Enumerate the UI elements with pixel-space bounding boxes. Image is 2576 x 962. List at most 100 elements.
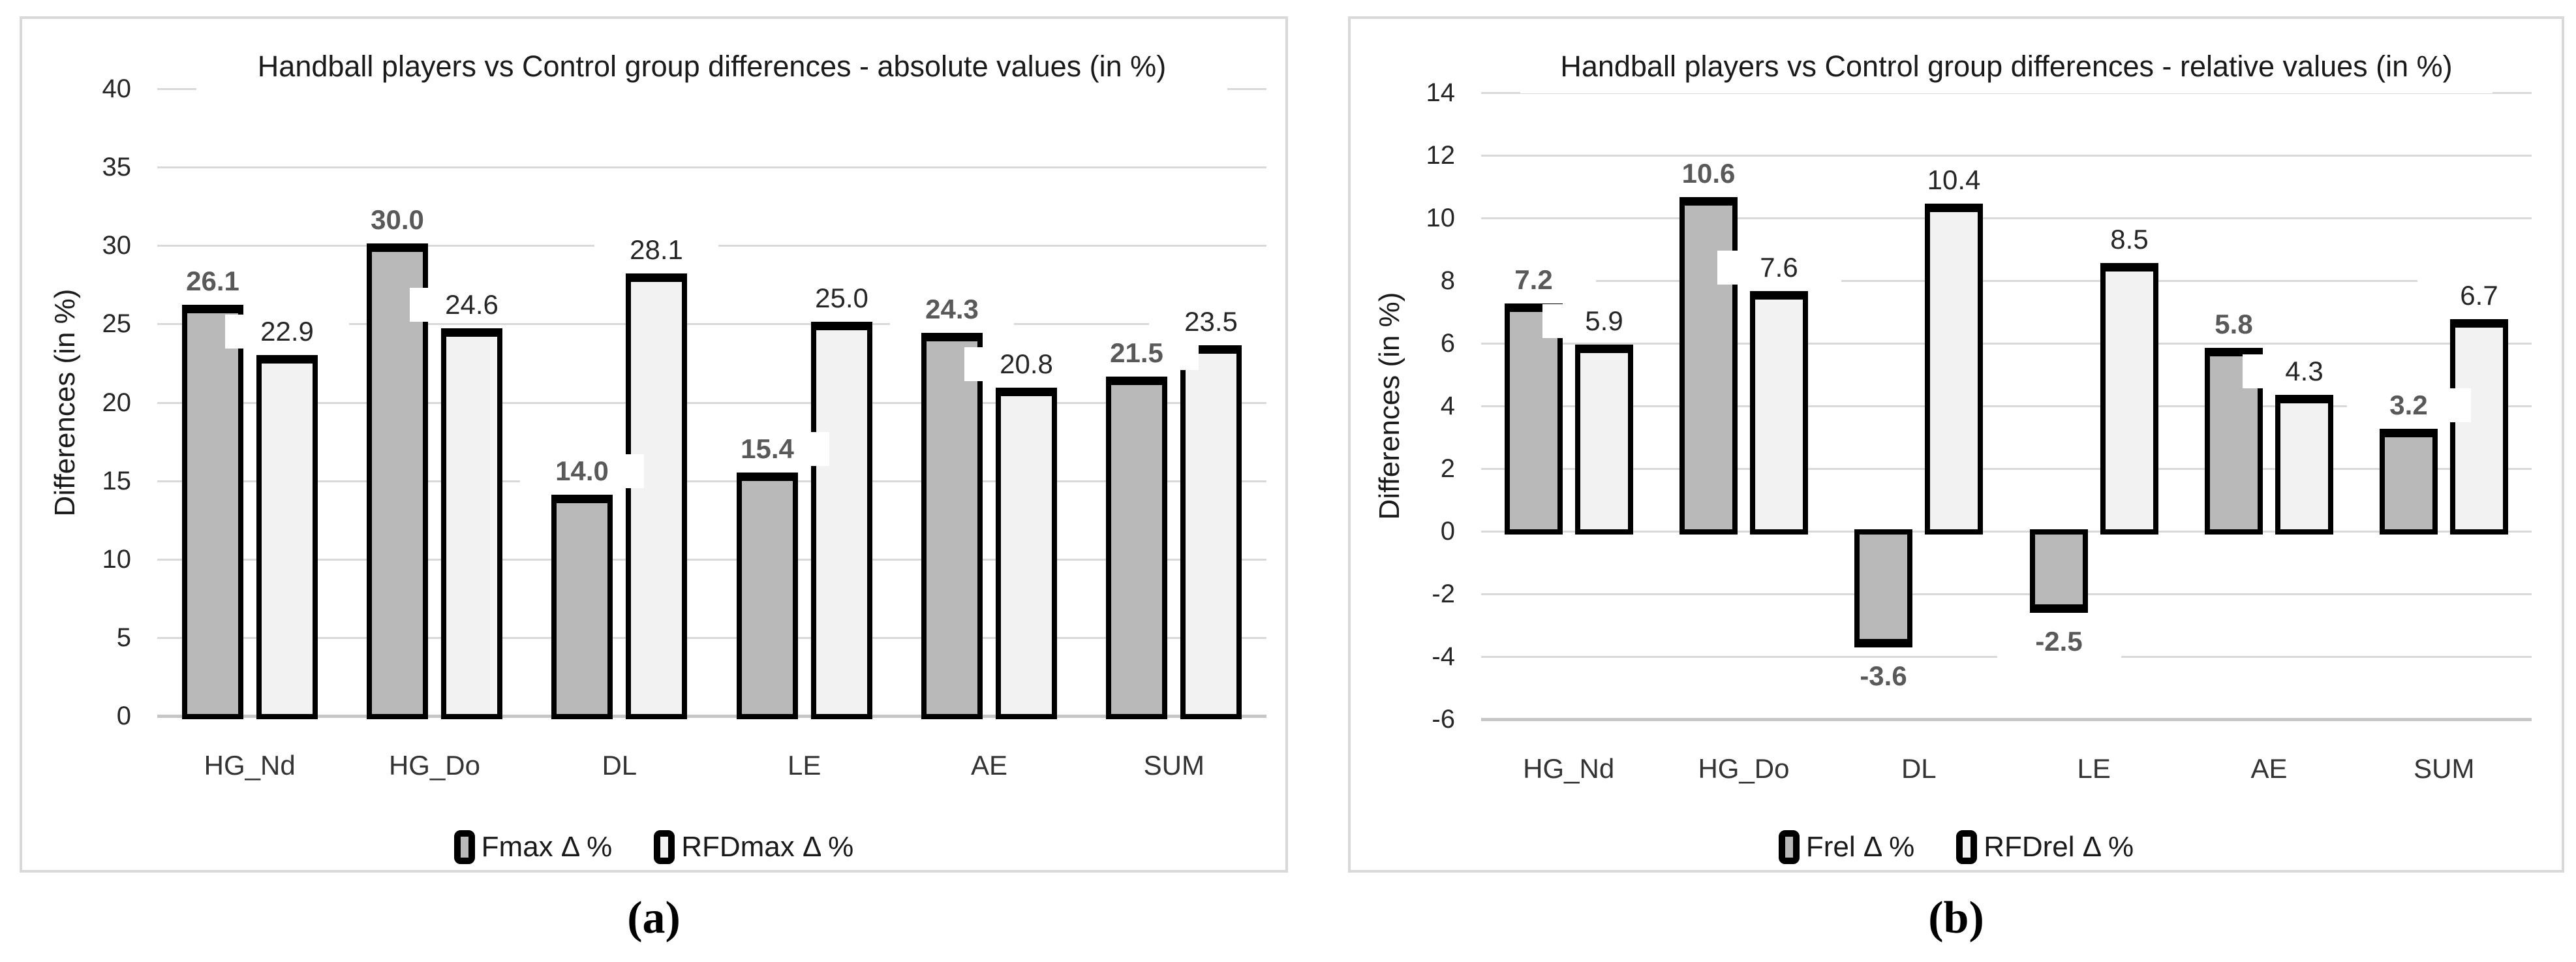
x-category-label-dl: DL	[602, 750, 637, 781]
y-tick-label-6: 6	[1440, 329, 1455, 358]
x-category-label-hg-do: HG_Do	[388, 750, 481, 781]
y-tick-label-2: 2	[1440, 454, 1455, 483]
x-category-label-dl: DL	[1901, 753, 1937, 784]
bar-fmax-ae	[921, 333, 983, 719]
bar-frel-hg-nd	[1505, 303, 1563, 535]
x-category-label-le: LE	[787, 750, 821, 781]
gridline-35	[157, 166, 1266, 169]
bar-rfdrel-dl	[1925, 203, 1983, 535]
y-tick-label-30: 30	[102, 231, 132, 260]
x-category-label-sum: SUM	[1143, 750, 1204, 781]
value-label-rfdmax-le: 25.0	[780, 281, 904, 316]
value-label-fmax-ae: 24.3	[890, 292, 1014, 327]
bar-rfdrel-le	[2100, 263, 2158, 535]
y-tick-label-10: 10	[1426, 204, 1456, 232]
bar-frel-le	[2030, 529, 2088, 613]
y-tick-label-5: 5	[116, 623, 131, 652]
gridline-10	[157, 558, 1266, 561]
y-tick-label-14: 14	[1426, 78, 1456, 107]
bar-fmax-hg-do	[367, 243, 428, 719]
value-label-rfdrel-le: 8.5	[2067, 223, 2192, 256]
y-tick-label--6: -6	[1432, 705, 1455, 734]
value-label-rfdmax-ae: 20.8	[964, 347, 1088, 382]
y-tick-label-15: 15	[102, 466, 132, 495]
value-label-rfdrel-hg-nd: 5.9	[1542, 303, 1666, 338]
value-label-frel-ae: 5.8	[2171, 307, 2296, 341]
y-tick-label-20: 20	[102, 388, 132, 417]
bar-rfdmax-sum	[1180, 345, 1242, 719]
value-label-rfdmax-dl: 28.1	[594, 232, 718, 267]
value-label-rfdrel-sum: 6.7	[2417, 279, 2541, 313]
panel-label-a: (a)	[627, 893, 681, 943]
y-tick-label-40: 40	[102, 74, 132, 103]
value-label-frel-sum: 3.2	[2346, 388, 2471, 423]
x-category-label-hg-nd: HG_Nd	[204, 750, 296, 781]
gridline-8	[1481, 280, 2532, 282]
bar-frel-hg-do	[1679, 197, 1738, 535]
y-tick-label--2: -2	[1432, 580, 1455, 608]
legend-label-rfdmax: RFDmax Δ %	[681, 831, 854, 863]
legend-label-fmax: Fmax Δ %	[481, 831, 613, 863]
legend: Fmax Δ % RFDmax Δ %	[22, 827, 1285, 867]
y-axis-title: Differences (in %)	[1373, 292, 1405, 520]
y-tick-label-0: 0	[1440, 517, 1455, 546]
legend-swatch-rfdmax	[654, 830, 675, 864]
gridline-6	[1481, 343, 2532, 345]
value-label-rfdrel-dl: 10.4	[1892, 163, 2016, 197]
chart-panel-absolute: Handball players vs Control group differ…	[20, 16, 1288, 873]
y-tick-label-25: 25	[102, 309, 132, 339]
panel-label-b: (b)	[1928, 893, 1984, 943]
legend: Frel Δ % RFDrel Δ %	[1351, 827, 2562, 867]
legend-swatch-fmax	[453, 830, 475, 864]
plot-area: 0 5 10 15 20 25 30 35 40 26.1 22.9 HG_Nd 30.0 24.6 HG_…	[102, 74, 1273, 781]
value-label-frel-hg-do: 10.6	[1646, 157, 1771, 191]
gridline-0	[157, 715, 1266, 718]
y-tick-label-12: 12	[1426, 141, 1456, 170]
x-category-label-hg-do: HG_Do	[1698, 753, 1790, 784]
gridline-0	[1481, 531, 2532, 533]
value-label-fmax-dl: 14.0	[520, 454, 644, 488]
bar-rfdmax-dl	[626, 273, 687, 719]
gridline--2	[1481, 593, 2532, 595]
x-category-label-ae: AE	[2250, 753, 2288, 784]
x-category-label-le: LE	[2077, 753, 2111, 784]
bar-rfdmax-hg-nd	[256, 354, 318, 719]
y-tick-label-35: 35	[102, 153, 132, 182]
gridline-12	[1481, 155, 2532, 157]
y-axis-title: Differences (in %)	[49, 288, 81, 516]
value-label-rfdrel-hg-do: 7.6	[1717, 251, 1841, 285]
bar-rfdrel-ae	[2275, 394, 2333, 535]
legend-swatch-rfdrel	[1956, 830, 1978, 864]
bar-fmax-sum	[1106, 377, 1167, 719]
value-label-rfdmax-sum: 23.5	[1149, 305, 1273, 339]
legend-item-fmax: Fmax Δ %	[453, 830, 613, 864]
bar-rfdmax-le	[811, 322, 872, 719]
gridline-10	[1481, 217, 2532, 219]
legend-item-frel: Frel Δ %	[1778, 830, 1915, 864]
legend-item-rfdrel: RFDrel Δ %	[1956, 830, 2134, 864]
bar-fmax-dl	[551, 494, 613, 719]
legend-label-rfdrel: RFDrel Δ %	[1984, 831, 2134, 863]
y-tick-label-10: 10	[102, 544, 132, 574]
y-tick-label-4: 4	[1440, 392, 1455, 420]
y-tick-label-8: 8	[1440, 266, 1455, 295]
gridline-4	[1481, 405, 2532, 407]
value-label-frel-dl: -3.6	[1821, 659, 1946, 693]
value-label-rfdrel-ae: 4.3	[2242, 354, 2367, 388]
y-tick-label-0: 0	[116, 702, 131, 730]
value-label-fmax-sum: 21.5	[1075, 336, 1199, 371]
gridline-2	[1481, 468, 2532, 470]
legend-item-rfdmax: RFDmax Δ %	[654, 830, 853, 864]
legend-label-frel: Frel Δ %	[1805, 831, 1915, 863]
y-tick-label--4: -4	[1432, 642, 1455, 671]
gridline-20	[157, 401, 1266, 404]
legend-swatch-frel	[1778, 830, 1800, 864]
x-category-label-hg-nd: HG_Nd	[1523, 753, 1615, 784]
value-label-frel-le: -2.5	[1997, 625, 2121, 659]
plot-area: -6 -4 -2 0 2 4 6 8 10 12 14 7.2 5.9 HG_Nd 10.6 7.6 HG_Do…	[1426, 78, 2541, 784]
chart-title: Handball players vs Control group differ…	[1520, 40, 2492, 93]
bar-rfdrel-hg-do	[1750, 291, 1808, 535]
value-label-rfdmax-hg-nd: 22.9	[225, 314, 349, 349]
chart-title: Handball players vs Control group differ…	[196, 40, 1227, 93]
